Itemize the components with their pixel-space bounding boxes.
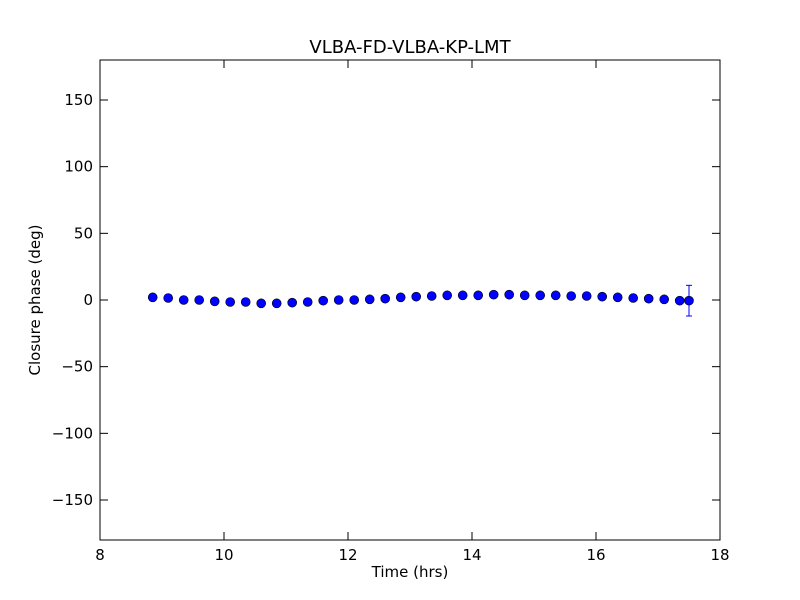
x-tick-label: 8 bbox=[95, 546, 105, 564]
chart-title: VLBA-FD-VLBA-KP-LMT bbox=[309, 37, 511, 58]
data-point bbox=[566, 291, 577, 301]
x-axis-title: Time (hrs) bbox=[371, 563, 449, 581]
data-point bbox=[380, 293, 391, 304]
data-point bbox=[302, 297, 313, 307]
y-tick-label: −150 bbox=[52, 491, 93, 509]
data-point bbox=[240, 297, 251, 307]
data-point bbox=[597, 291, 608, 302]
data-point bbox=[209, 296, 220, 307]
data-point bbox=[147, 292, 158, 303]
y-axis-title: Closure phase (deg) bbox=[26, 225, 44, 376]
data-point bbox=[684, 295, 694, 306]
y-tick-label: 0 bbox=[83, 291, 93, 309]
data-point bbox=[287, 297, 298, 308]
y-tick-label: 150 bbox=[64, 91, 93, 109]
data-point bbox=[550, 290, 561, 301]
data-point bbox=[488, 289, 499, 300]
data-point bbox=[395, 292, 406, 303]
plot-frame bbox=[99, 59, 721, 541]
x-tick-label: 14 bbox=[462, 546, 481, 564]
data-point bbox=[442, 290, 453, 301]
x-tick-label: 10 bbox=[214, 546, 233, 564]
data-point bbox=[659, 294, 670, 305]
data-point bbox=[643, 293, 654, 304]
y-tick-label: −100 bbox=[52, 424, 93, 442]
data-point bbox=[411, 291, 422, 302]
data-point bbox=[349, 295, 360, 305]
data-point bbox=[318, 295, 329, 306]
data-point bbox=[225, 297, 235, 307]
data-point bbox=[426, 291, 437, 301]
data-point bbox=[457, 290, 468, 301]
x-tick-label: 12 bbox=[338, 546, 357, 564]
data-point bbox=[628, 293, 639, 303]
data-point bbox=[504, 289, 515, 300]
y-tick-label: 50 bbox=[74, 224, 93, 242]
data-point bbox=[163, 293, 173, 303]
data-point bbox=[674, 295, 685, 306]
data-point bbox=[581, 291, 592, 301]
plot-area: 8 10 12 14 16 18 −150 −100 −50 0 50 100 150 bbox=[52, 59, 730, 564]
data-point bbox=[535, 290, 546, 301]
y-tick-label: 100 bbox=[64, 158, 93, 176]
y-tick-label: −50 bbox=[61, 358, 93, 376]
data-point bbox=[271, 298, 282, 309]
x-tick-label: 18 bbox=[710, 546, 729, 564]
data-point bbox=[333, 295, 344, 305]
x-tick-label: 16 bbox=[586, 546, 605, 564]
data-point bbox=[364, 294, 375, 305]
data-point bbox=[194, 295, 204, 305]
data-point bbox=[178, 295, 189, 305]
data-point bbox=[612, 292, 623, 303]
data-point bbox=[473, 290, 484, 301]
data-point bbox=[519, 290, 530, 301]
data-point bbox=[256, 298, 267, 309]
